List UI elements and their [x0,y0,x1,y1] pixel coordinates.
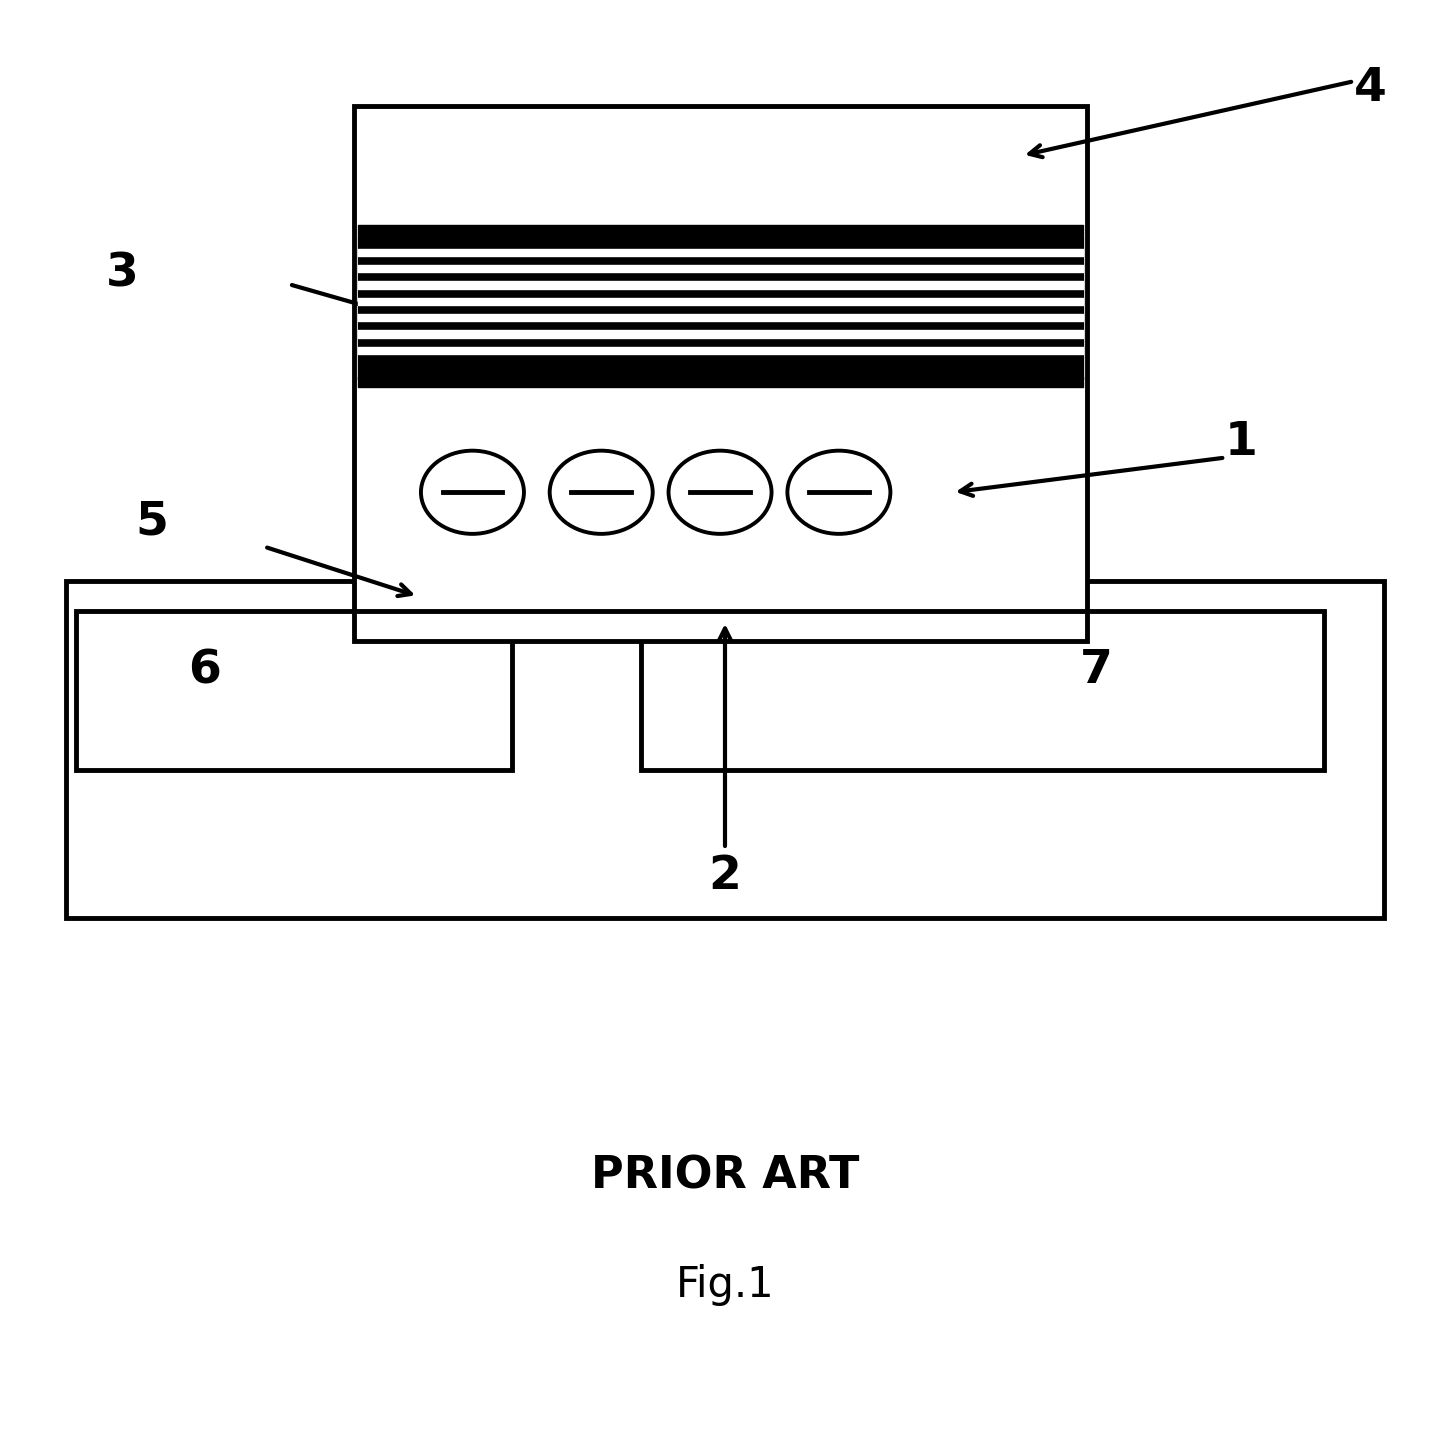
Text: 4: 4 [1354,67,1386,112]
Bar [67,582,1383,917]
Bar [77,611,512,769]
Bar [641,611,1324,769]
Text: 5: 5 [136,500,168,544]
Text: 2: 2 [709,853,741,899]
Ellipse shape [787,451,890,534]
Text: PRIOR ART: PRIOR ART [590,1154,860,1197]
Text: 3: 3 [106,252,139,297]
Ellipse shape [550,451,652,534]
Text: 1: 1 [1225,420,1259,465]
Ellipse shape [668,451,771,534]
Bar [354,106,1086,641]
Text: 7: 7 [1080,648,1112,694]
Text: 6: 6 [188,648,222,694]
Ellipse shape [420,451,523,534]
Text: Fig.1: Fig.1 [676,1264,774,1306]
